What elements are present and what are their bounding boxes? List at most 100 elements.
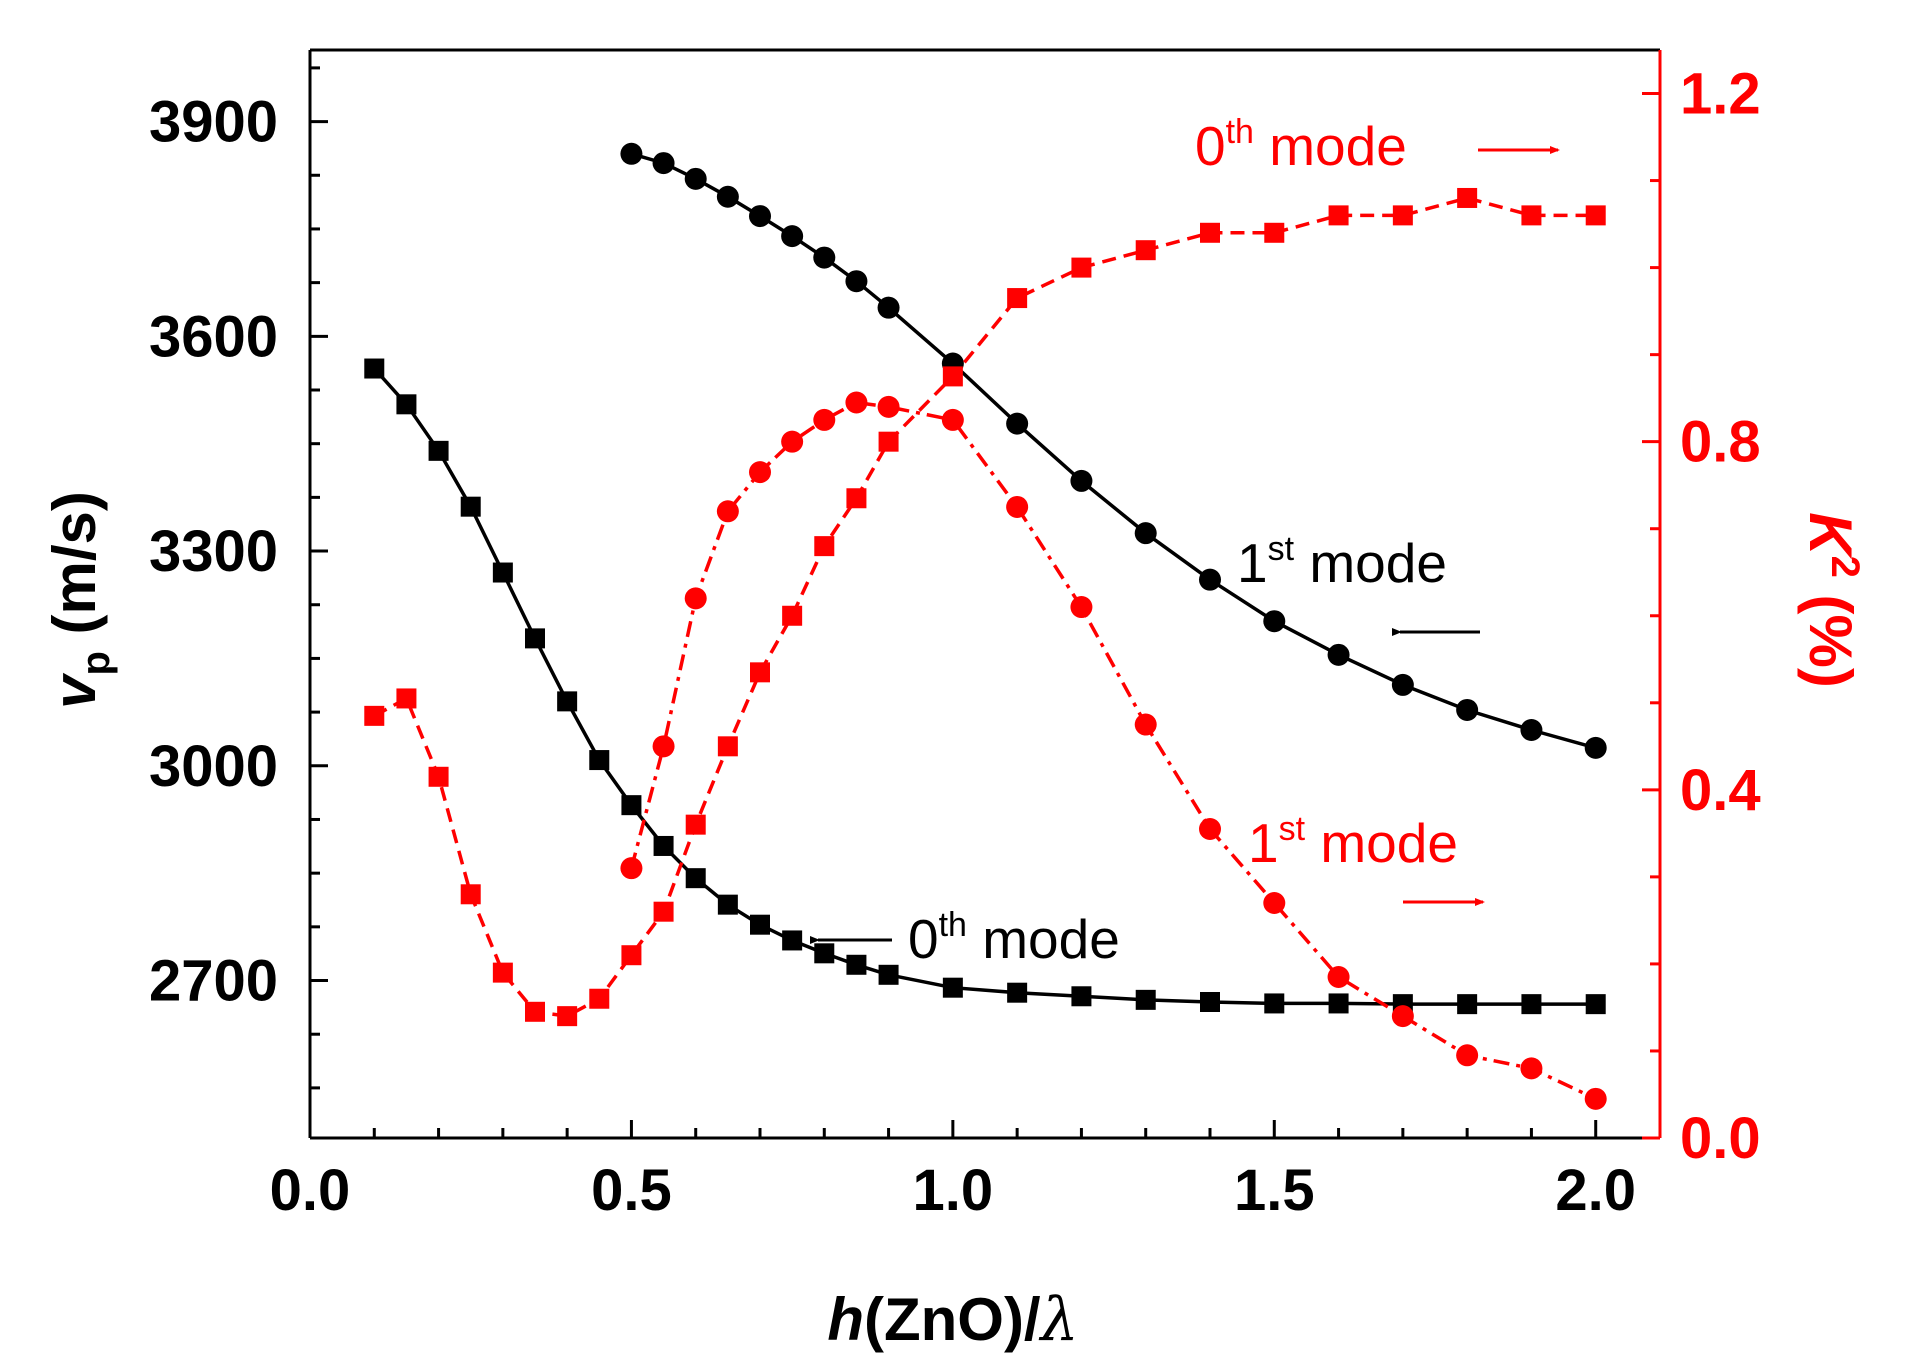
axes-layer: 0.0 0.5 1.0 1.5 2.0 2700 3000 3300 3600 3900 0.0 0.… [149,48,1761,1223]
data-point-k2-1st-mode [1584,1087,1607,1110]
data-point-k2-1st-mode [652,735,675,758]
data-point-vp-1st-mode [1456,698,1479,721]
data-point-k2-0th-mode [589,988,610,1009]
y-left-tick-label: 3000 [149,734,278,799]
data-point-k2-0th-mode [814,536,835,557]
y-left-axis-title-units: (m/s) [41,491,108,651]
annotation-vp-0th-rest: mode [967,908,1120,970]
data-point-vp-1st-mode [813,246,836,269]
data-point-k2-0th-mode [942,366,963,387]
data-point-vp-0th-mode [428,440,449,461]
annotation-vp-0th-base: 0 [908,908,939,970]
annotation-k2-0th-rest: mode [1254,115,1407,177]
x-tick-label: 0.0 [270,1158,351,1223]
data-point-vp-0th-mode [589,750,610,771]
data-point-k2-0th-mode [557,1006,578,1027]
y-left-axis-title-sub: p [74,651,118,675]
data-point-vp-0th-mode [460,496,481,517]
annotation-vp-1st-mode: 1st mode [1237,530,1447,594]
data-point-k2-1st-mode [749,461,771,484]
data-point-vp-1st-mode [1391,673,1414,696]
x-tick-label: 0.5 [591,1158,672,1223]
data-point-vp-0th-mode [621,795,642,816]
data-point-vp-1st-mode [620,142,643,165]
data-point-vp-0th-mode [782,930,803,951]
data-point-vp-0th-mode [1264,993,1285,1014]
annotation-vp-1st-base: 1 [1237,532,1268,594]
annotation-k2-1st-rest: mode [1305,812,1458,874]
data-point-k2-1st-mode [941,408,964,431]
annotation-k2-0th-sup: th [1226,113,1254,151]
y-right-axis-title-units: (%) [1797,578,1864,688]
data-point-vp-0th-mode [396,394,417,415]
x-axis-title-symbol: λ [1039,1285,1079,1355]
data-point-k2-0th-mode [1007,288,1028,309]
annotation-vp-0th-sup: th [939,906,967,944]
data-point-k2-0th-mode [1392,205,1413,226]
data-point-vp-1st-mode [716,185,739,208]
y-left-tick-label: 3900 [149,90,278,155]
data-point-vp-0th-mode [653,835,674,856]
data-point-k2-1st-mode [877,395,900,418]
data-point-k2-0th-mode [878,431,899,452]
data-point-vp-1st-mode [781,225,804,248]
data-point-k2-1st-mode [620,857,643,880]
annotation-k2-1st-sup: st [1279,810,1306,848]
data-point-vp-0th-mode [1200,992,1220,1012]
data-point-vp-0th-mode [1457,994,1478,1015]
data-point-k2-0th-mode [846,488,867,509]
series-layer [364,142,1607,1110]
data-point-k2-1st-mode [845,391,868,414]
data-point-k2-0th-mode [621,945,642,966]
data-point-k2-0th-mode [1521,205,1542,226]
data-point-vp-1st-mode [652,152,675,175]
y-right-tick-label: 0.4 [1680,758,1761,823]
data-point-vp-1st-mode [1520,719,1543,741]
x-tick-label: 2.0 [1555,1158,1636,1223]
data-point-k2-1st-mode [1006,495,1029,518]
data-point-vp-0th-mode [1521,994,1542,1015]
data-point-vp-0th-mode [878,964,899,985]
data-point-vp-0th-mode [1007,982,1028,1003]
data-point-k2-0th-mode [1200,222,1220,243]
y-left-tick-label: 3300 [149,519,278,584]
data-point-k2-0th-mode [460,884,481,905]
y-right-tick-label: 0.8 [1680,410,1761,475]
annotation-vp-1st-sup: st [1268,530,1295,568]
data-point-k2-0th-mode [1585,205,1606,226]
data-point-k2-1st-mode [1456,1044,1479,1067]
annotation-k2-1st-mode: 1st mode [1248,810,1458,874]
data-point-k2-0th-mode [685,814,706,835]
data-point-vp-1st-mode [1199,568,1221,591]
data-point-k2-1st-mode [781,430,804,453]
data-point-vp-0th-mode [717,894,738,915]
annotation-k2-0th-mode: 0th mode [1195,113,1407,177]
y-right-tick-label: 0.0 [1680,1106,1761,1171]
data-point-k2-0th-mode [492,962,513,983]
y-right-tick-label: 1.2 [1680,62,1761,127]
data-point-k2-1st-mode [1391,1005,1414,1028]
data-point-vp-0th-mode [1135,989,1156,1010]
y-right-axis-title-main: K [1797,512,1864,559]
y-left-tick-label: 2700 [149,949,278,1014]
data-point-k2-1st-mode [1134,713,1157,736]
data-point-vp-1st-mode [877,296,900,319]
data-point-k2-1st-mode [1070,596,1093,619]
x-tick-label: 1.0 [913,1158,994,1223]
data-point-vp-0th-mode [846,954,867,975]
data-point-k2-0th-mode [782,605,803,626]
data-point-k2-1st-mode [716,500,739,523]
data-point-vp-0th-mode [685,868,706,889]
data-point-vp-0th-mode [1071,986,1092,1007]
data-point-k2-1st-mode [813,408,836,431]
y-left-axis-title-main: v [41,672,108,709]
annotation-vp-1st-rest: mode [1294,532,1447,594]
annotation-vp-0th-mode: 0th mode [908,906,1120,970]
annotation-k2-1st-base: 1 [1248,812,1279,874]
data-point-k2-0th-mode [653,901,674,922]
data-point-vp-0th-mode [814,943,835,964]
data-point-k2-0th-mode [717,736,738,757]
data-point-vp-0th-mode [525,628,545,649]
data-point-k2-0th-mode [525,1001,545,1022]
